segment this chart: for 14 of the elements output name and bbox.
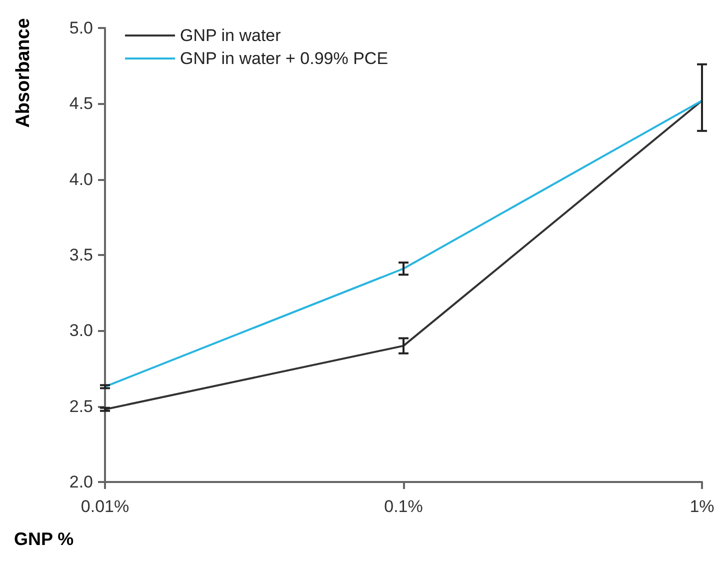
legend-label: GNP in water + 0.99% PCE — [180, 49, 388, 68]
y-tick-label: 2.0 — [69, 472, 93, 492]
x-tick-label: 0.1% — [384, 497, 423, 516]
y-tick-label: 3.5 — [69, 246, 93, 264]
legend-label: GNP in water — [180, 26, 282, 45]
x-axis-title: GNP % — [14, 529, 74, 549]
y-tick-label: 4.5 — [69, 94, 93, 114]
y-tick-label: 2.5 — [69, 396, 93, 416]
y-tick-label: 3.0 — [69, 321, 93, 340]
y-axis-title: Absorbance — [13, 18, 34, 128]
y-tick-label: 4.0 — [69, 170, 93, 189]
x-tick-label: 0.01% — [80, 497, 130, 516]
y-tick-label: 5.0 — [69, 18, 93, 38]
x-tick-label: 1% — [690, 497, 714, 516]
